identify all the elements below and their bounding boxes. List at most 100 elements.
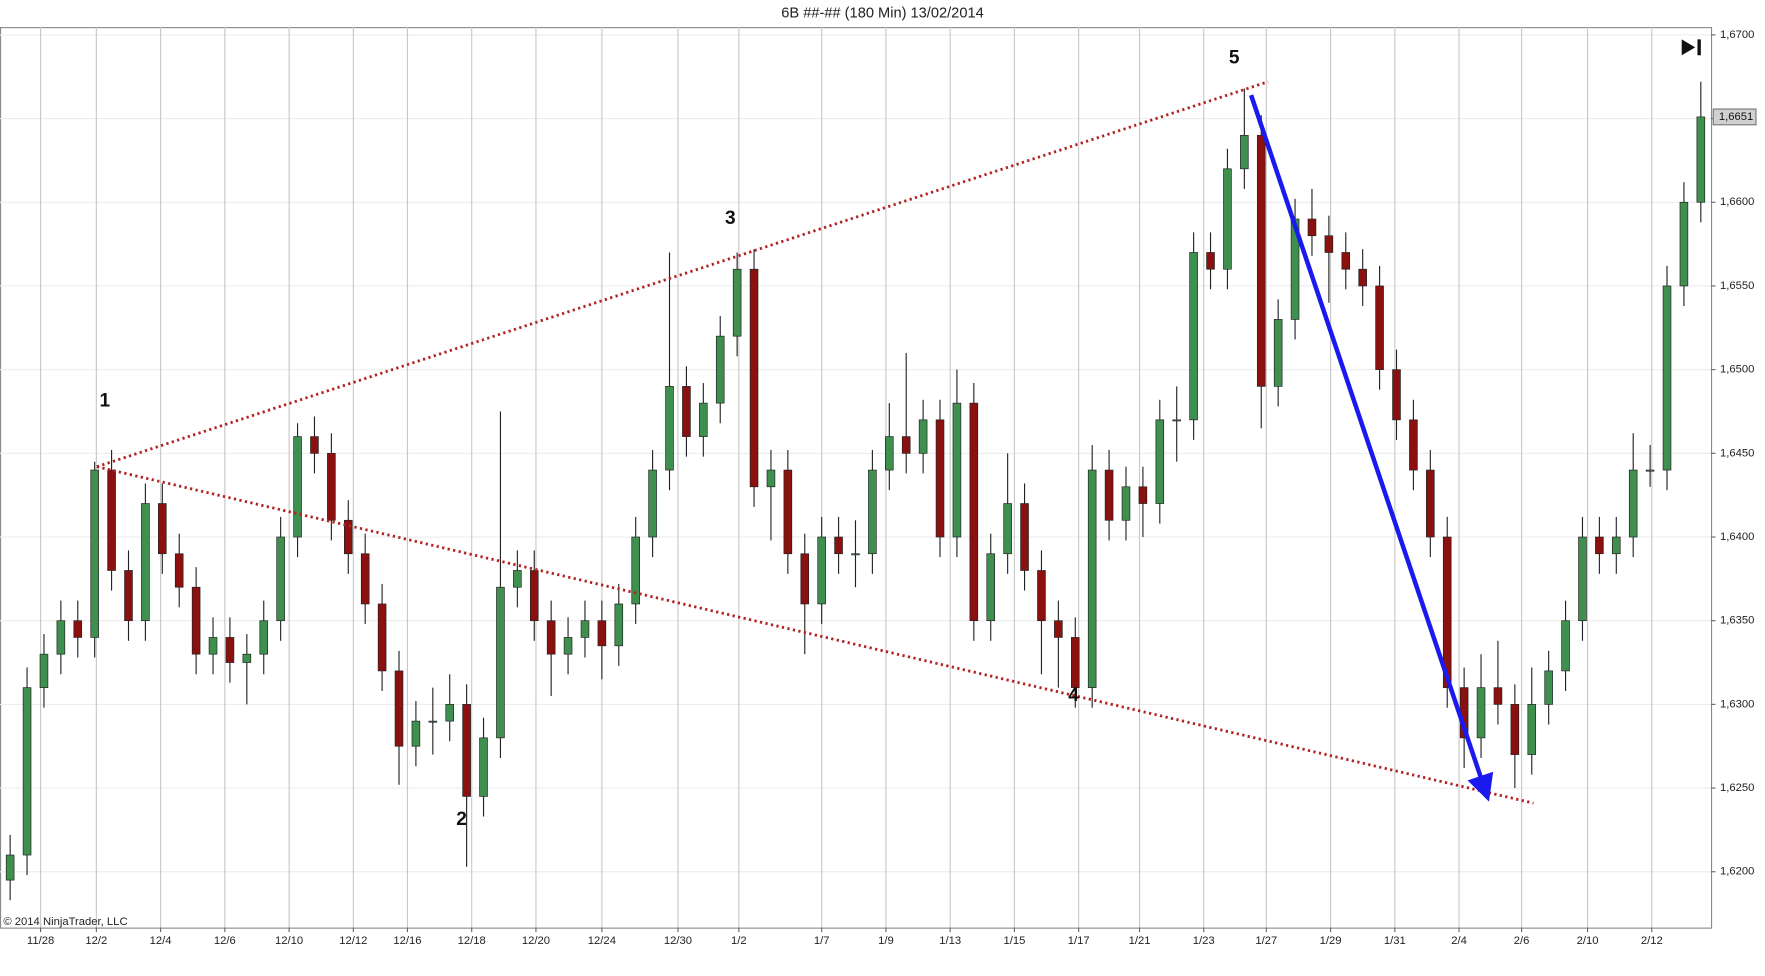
candle-body	[1223, 168, 1232, 270]
candle-body	[1426, 469, 1435, 538]
x-tick-label: 12/24	[588, 935, 616, 947]
candle-body	[1612, 536, 1621, 555]
candle-body	[1020, 503, 1029, 571]
y-tick-label: 1,6550	[1720, 280, 1754, 292]
candle-body	[749, 268, 759, 488]
candle-body	[462, 704, 471, 797]
x-tick-label: 1/23	[1193, 935, 1215, 947]
candle-body	[529, 570, 539, 622]
candle-body	[1578, 536, 1587, 622]
candle-body	[1155, 419, 1165, 504]
candle-body	[682, 386, 691, 437]
candle-body	[952, 402, 962, 538]
candle-body	[1628, 469, 1638, 538]
candle-body	[73, 620, 83, 638]
candle-body	[1054, 620, 1063, 638]
scroll-end-button[interactable]	[1681, 39, 1701, 56]
candle-body	[22, 687, 32, 856]
candle-body	[885, 436, 894, 471]
arrow-line	[1248, 94, 1494, 802]
candle-body	[158, 503, 167, 555]
x-tick-label: 1/17	[1068, 935, 1090, 947]
candle-body	[1307, 218, 1317, 237]
candle-body	[1324, 235, 1334, 253]
candle-body	[293, 436, 302, 538]
candle-body	[580, 620, 590, 638]
candle-body	[918, 419, 928, 454]
candle-body	[1527, 704, 1537, 755]
copyright: © 2014 NinjaTrader, LLC	[3, 916, 127, 928]
candle-body	[817, 536, 826, 605]
candle-body	[1696, 116, 1706, 203]
candle-body	[901, 436, 911, 454]
y-tick-label: 1,6700	[1720, 29, 1754, 41]
candle-body	[1679, 201, 1689, 287]
candle-body	[834, 536, 843, 555]
candle-body	[225, 637, 235, 663]
candle-body	[276, 536, 285, 622]
candle-body	[191, 586, 201, 655]
candle-body	[783, 469, 793, 555]
candle-body	[56, 620, 66, 655]
candle-body	[377, 603, 387, 672]
x-tick-label: 12/16	[393, 935, 421, 947]
candle-body	[1240, 134, 1249, 170]
candle-body	[5, 854, 15, 881]
last-price-box	[1712, 108, 1757, 126]
last-price-label: 1,6651	[1719, 111, 1753, 123]
candle-body	[715, 335, 725, 404]
candle-body	[1510, 704, 1520, 755]
x-tick-label: 1/15	[1003, 935, 1025, 947]
x-tick-label: 2/12	[1641, 935, 1663, 947]
x-tick-label: 12/4	[150, 935, 172, 947]
y-tick-label: 1,6300	[1720, 698, 1754, 710]
annotation-layer: 1 2 3 4 5	[96, 47, 1534, 830]
wave-label: 4	[1068, 685, 1079, 706]
candle-body	[1595, 536, 1604, 555]
candle-body	[969, 402, 979, 622]
candle-body	[1662, 285, 1672, 471]
candle-body	[935, 419, 945, 538]
candle-body	[1104, 469, 1114, 521]
candle-layer	[5, 81, 1706, 901]
candle-body	[107, 469, 116, 571]
candle-body	[1273, 319, 1283, 387]
x-tick-label: 12/20	[522, 935, 550, 947]
candle-body	[141, 503, 150, 622]
y-tick-label: 1,6450	[1720, 447, 1754, 459]
candle-body	[732, 268, 742, 337]
x-tick-label: 12/2	[85, 935, 107, 947]
chart-title: 6B ##-## (180 Min) 13/02/2014	[781, 5, 983, 21]
x-tick-label: 12/10	[275, 935, 303, 947]
candle-body	[563, 637, 573, 655]
candle-body	[310, 436, 319, 454]
candle-body	[174, 553, 184, 588]
candle-body	[1544, 670, 1553, 705]
wave-label: 5	[1229, 47, 1240, 68]
x-tick-label: 12/18	[458, 935, 486, 947]
candle-body	[1121, 486, 1131, 521]
y-tick-label: 1,6350	[1720, 615, 1754, 627]
candle-body	[1476, 687, 1486, 739]
candle-body	[1358, 268, 1367, 287]
wave-label: 2	[456, 809, 467, 830]
candle-body	[259, 620, 269, 655]
candle-body	[1087, 469, 1097, 688]
candle-body	[1409, 419, 1418, 471]
candle-body	[1442, 536, 1452, 688]
candle-body	[411, 720, 421, 747]
candle-body	[1206, 252, 1215, 270]
candle-body	[1256, 134, 1266, 387]
y-tick-label: 1,6250	[1720, 782, 1754, 794]
x-tick-label: 2/6	[1514, 935, 1530, 947]
candle-body	[39, 653, 49, 688]
plot-frame	[0, 27, 1713, 929]
candle-body	[1375, 285, 1384, 370]
candle-body	[1138, 486, 1148, 504]
candle-body	[513, 570, 522, 588]
candle-body	[496, 586, 505, 739]
candle-body	[327, 452, 336, 521]
candle-body	[344, 519, 353, 555]
candle-body	[1172, 419, 1181, 422]
